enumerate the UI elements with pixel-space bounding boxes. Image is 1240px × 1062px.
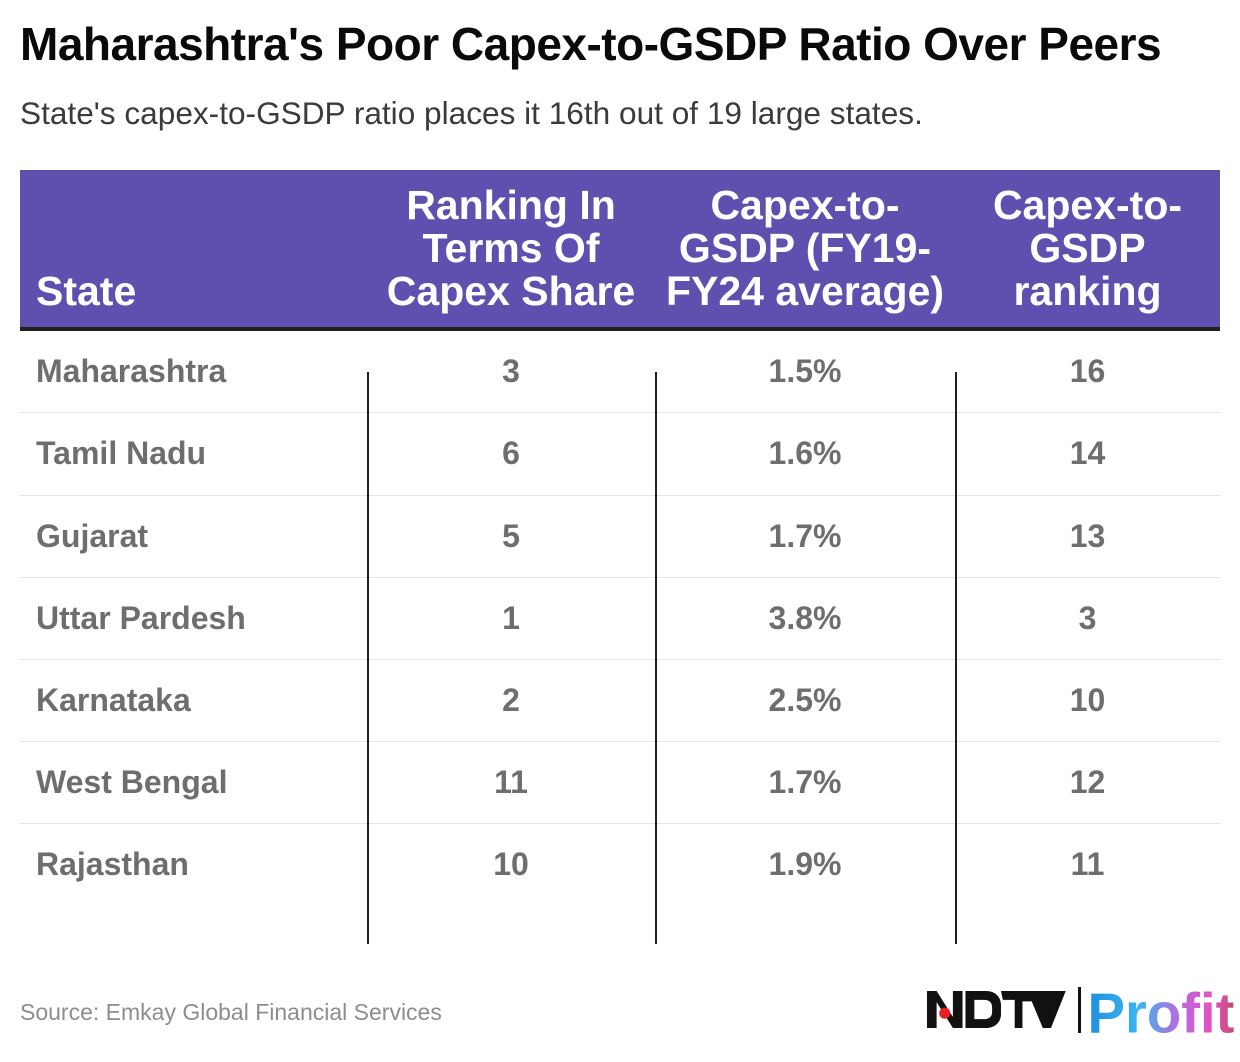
svg-text:Profit: Profit [1087, 982, 1234, 1044]
